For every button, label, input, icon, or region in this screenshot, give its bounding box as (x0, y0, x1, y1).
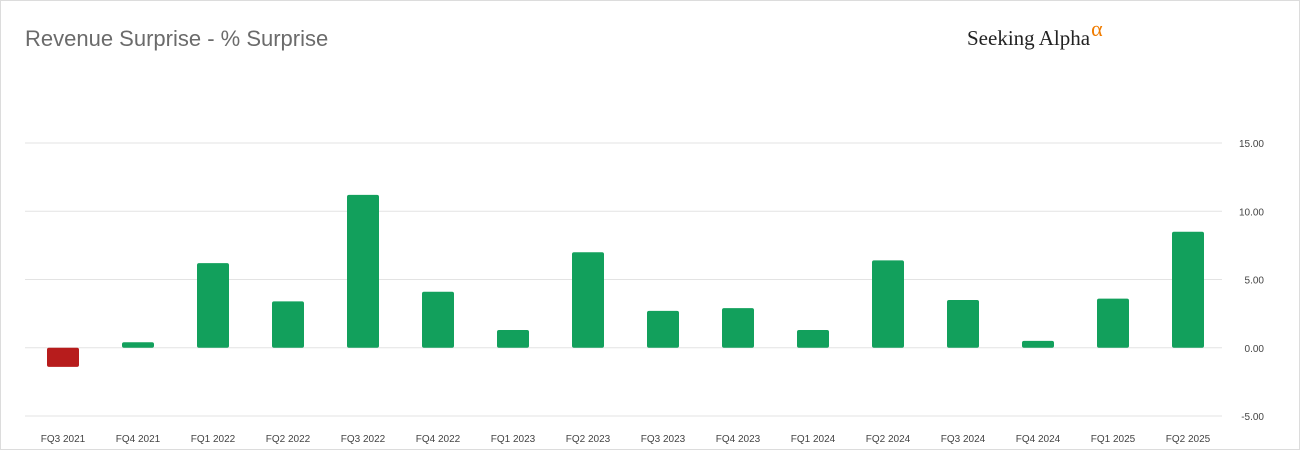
bar (722, 308, 754, 348)
x-tick-label: FQ1 2022 (191, 434, 236, 445)
x-tick-label: FQ3 2024 (941, 434, 986, 445)
x-tick-label: FQ3 2022 (341, 434, 386, 445)
seeking-alpha-logo: Seeking Alphaα (967, 16, 1103, 51)
bar (47, 347, 79, 367)
alpha-logo-icon: α (1091, 16, 1103, 41)
x-tick-label: FQ4 2022 (416, 434, 461, 445)
x-tick-label: FQ1 2023 (491, 434, 536, 445)
bar (1097, 298, 1129, 348)
bar (197, 263, 229, 348)
bar (572, 252, 604, 348)
bar (422, 291, 454, 348)
chart-title: Revenue Surprise - % Surprise (25, 26, 329, 51)
x-tick-label: FQ4 2024 (1016, 434, 1061, 445)
x-tick-label: FQ2 2022 (266, 434, 311, 445)
x-tick-label: FQ3 2023 (641, 434, 686, 445)
x-tick-label: FQ1 2025 (1091, 434, 1136, 445)
bar (872, 260, 904, 348)
y-tick-label: 5.00 (1245, 276, 1265, 287)
y-tick-label: 10.00 (1239, 207, 1264, 218)
x-tick-label: FQ1 2024 (791, 434, 836, 445)
x-tick-label: FQ3 2021 (41, 434, 86, 445)
x-tick-label: FQ2 2024 (866, 434, 911, 445)
bar (1022, 340, 1054, 348)
bar (797, 330, 829, 348)
bar (497, 330, 529, 348)
x-tick-label: FQ4 2023 (716, 434, 761, 445)
bar (347, 194, 379, 348)
x-tick-label: FQ2 2025 (1166, 434, 1211, 445)
y-tick-label: 0.00 (1245, 344, 1265, 355)
bar (647, 310, 679, 348)
bar (1172, 231, 1204, 348)
y-tick-label: -5.00 (1241, 412, 1264, 423)
x-tick-label: FQ4 2021 (116, 434, 161, 445)
x-tick-label: FQ2 2023 (566, 434, 611, 445)
brand-name: Seeking Alpha (967, 26, 1091, 50)
bar (947, 299, 979, 348)
y-tick-label: 15.00 (1239, 139, 1264, 150)
bar (122, 342, 154, 348)
bar (272, 301, 304, 348)
